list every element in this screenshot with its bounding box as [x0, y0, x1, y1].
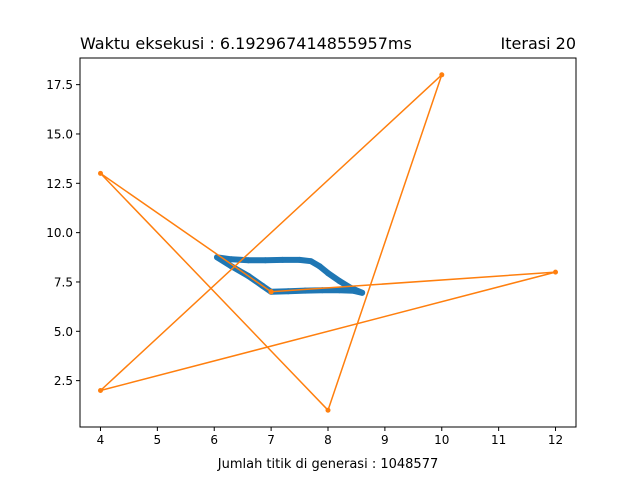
- x-tick-label: 10: [434, 433, 449, 447]
- x-tick-label: 8: [324, 433, 332, 447]
- plot-area: [98, 72, 558, 413]
- series-1-point: [307, 258, 314, 265]
- series-2-point: [553, 269, 558, 275]
- chart-title-right: Iterasi 20: [501, 34, 576, 53]
- x-tick-label: 9: [381, 433, 389, 447]
- axes-frame: [79, 57, 577, 428]
- series-1-point: [302, 287, 309, 294]
- series-2-point: [325, 407, 331, 413]
- series-1-point: [336, 287, 343, 294]
- y-tick-label: 7.5: [54, 275, 73, 289]
- series-2-point: [439, 72, 445, 78]
- chart-title-left: Waktu eksekusi : 6.192967414855957ms: [80, 34, 412, 53]
- y-tick-label: 12.5: [46, 177, 73, 191]
- series-1-point: [325, 270, 331, 277]
- x-tick-label: 6: [210, 433, 218, 447]
- x-axis-ticks: 4 5 6 7 8 9 10 11 12: [97, 427, 563, 447]
- x-tick-label: 12: [548, 433, 563, 447]
- series-1-point: [316, 263, 323, 270]
- series-1-point: [279, 256, 286, 263]
- x-tick-label: 11: [491, 433, 506, 447]
- x-tick-label: 7: [267, 433, 275, 447]
- x-tick-label: 5: [154, 433, 162, 447]
- y-tick-label: 15.0: [46, 127, 73, 141]
- y-tick-label: 5.0: [54, 325, 73, 339]
- series-2-point: [98, 388, 103, 393]
- series-1-point: [336, 278, 343, 284]
- x-axis-label: Jumlah titik di generasi : 1048577: [217, 457, 439, 472]
- series-2-point: [98, 170, 103, 176]
- y-tick-label: 10.0: [46, 226, 73, 240]
- series-1-point: [359, 289, 366, 296]
- y-tick-label: 2.5: [54, 374, 73, 388]
- series-2-point: [268, 289, 274, 295]
- series-1-point: [228, 256, 235, 263]
- series-1-point: [296, 256, 303, 263]
- series-1-point: [245, 257, 252, 264]
- y-axis-ticks: 2.5 5.0 7.5 10.0 12.5 15.0 17.5: [46, 78, 80, 388]
- series-1-point: [262, 257, 269, 264]
- x-tick-label: 4: [97, 433, 105, 447]
- y-tick-label: 17.5: [46, 78, 73, 92]
